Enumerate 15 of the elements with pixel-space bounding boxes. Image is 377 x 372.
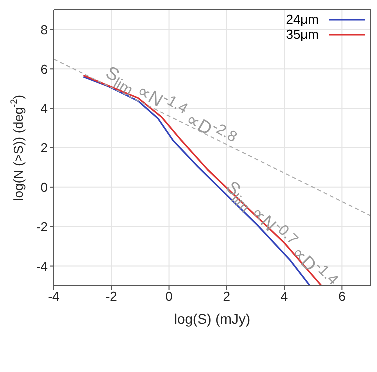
x-tick-label: 6 bbox=[338, 289, 346, 304]
y-tick-label: -2 bbox=[36, 219, 48, 234]
x-tick-label: -2 bbox=[106, 289, 118, 304]
y-tick-label: 4 bbox=[40, 101, 48, 116]
y-tick-label: 2 bbox=[40, 140, 48, 156]
y-tick-label: 8 bbox=[40, 22, 48, 38]
x-tick-label: 0 bbox=[166, 289, 173, 304]
y-tick-label: 0 bbox=[40, 180, 48, 196]
x-tick-label: 4 bbox=[280, 289, 288, 304]
x-axis-title: log(S) (mJy) bbox=[174, 311, 251, 327]
legend-label: 35μm bbox=[286, 27, 319, 42]
y-tick-label: 6 bbox=[40, 62, 48, 77]
legend-label: 24μm bbox=[286, 12, 319, 27]
x-tick-label: 2 bbox=[223, 289, 231, 304]
y-tick-label: -4 bbox=[36, 258, 48, 274]
